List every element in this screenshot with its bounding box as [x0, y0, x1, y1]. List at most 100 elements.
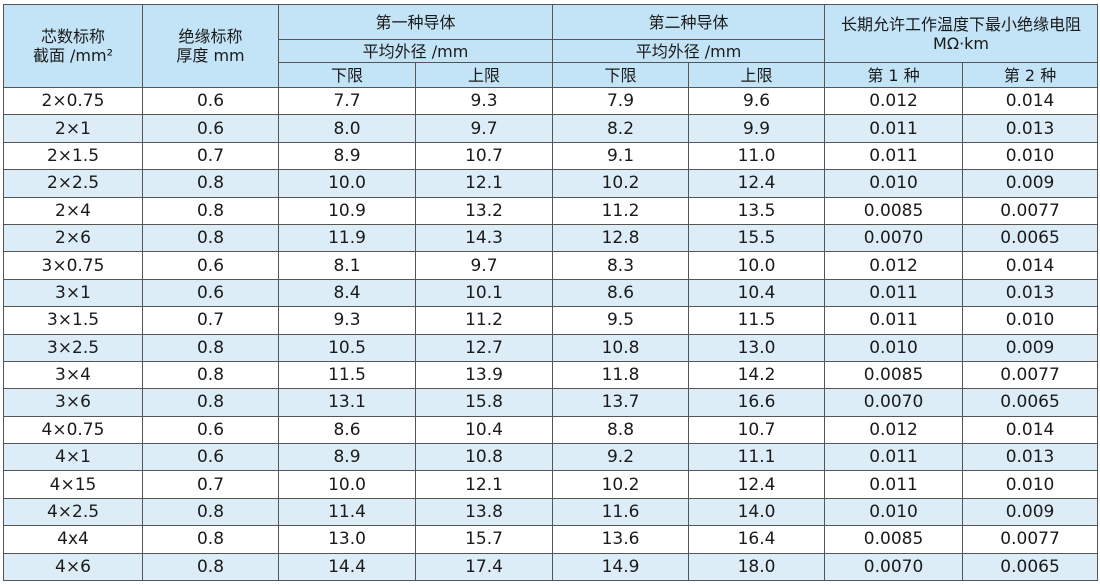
table-cell: 0.013 [962, 114, 1099, 143]
table-cell: 17.4 [414, 552, 554, 582]
table-cell: 0.6 [142, 443, 279, 472]
table-cell: 13.1 [278, 388, 416, 417]
table-cell: 0.013 [962, 278, 1099, 308]
table-cell: 2×1 [3, 114, 143, 143]
table-cell: 9.3 [278, 306, 416, 335]
table-row: 4×0.75 0.6 8.6 10.4 8.8 10.7 0.012 0.014 [3, 415, 1099, 445]
table-cell: 2×0.75 [3, 86, 143, 116]
table-cell: 11.6 [552, 497, 690, 527]
header-cell: 第 1 种 [824, 62, 964, 88]
header-cell: 下限 [552, 62, 690, 88]
table-cell: 8.9 [278, 141, 416, 171]
table-cell: 12.8 [552, 223, 690, 253]
table-cell: 0.8 [142, 525, 279, 554]
table-cell: 13.9 [414, 360, 554, 390]
table-cell: 8.2 [552, 114, 690, 143]
table-cell: 10.0 [278, 169, 416, 198]
table-row: 4×15 0.7 10.0 12.1 10.2 12.4 0.011 0.010 [3, 470, 1099, 499]
table-cell: 10.4 [414, 415, 554, 445]
table-cell: 10.2 [552, 470, 690, 499]
table-cell: 0.8 [142, 388, 279, 417]
table-cell: 8.9 [278, 443, 416, 472]
table-cell: 0.8 [142, 552, 279, 582]
table-row: 2×6 0.8 11.9 14.3 12.8 15.5 0.0070 0.0065 [3, 223, 1099, 253]
table-cell: 0.010 [962, 306, 1099, 335]
table-cell: 0.010 [824, 497, 964, 527]
table-cell: 10.9 [278, 196, 416, 225]
table-cell: 0.012 [824, 251, 964, 280]
table-cell: 3×1.5 [3, 306, 143, 335]
table-cell: 9.3 [414, 86, 554, 116]
table-cell: 4×2.5 [3, 497, 143, 527]
table-cell: 0.6 [142, 278, 279, 308]
table-cell: 10.7 [688, 415, 826, 445]
table-cell: 0.011 [824, 306, 964, 335]
table-row: 4x4 0.8 13.0 15.7 13.6 16.4 0.0085 0.0077 [3, 525, 1099, 554]
table-cell: 10.0 [278, 470, 416, 499]
table-cell: 11.5 [688, 306, 826, 335]
table-cell: 8.4 [278, 278, 416, 308]
header-cell: 第二种导体 [552, 4, 826, 40]
table-cell: 0.6 [142, 251, 279, 280]
table-cell: 0.0065 [962, 552, 1099, 582]
header-cell: 第一种导体 [277, 4, 554, 40]
table-cell: 2×1.5 [3, 141, 143, 171]
header-cell: 长期允许工作温度下最小绝缘电阻 MΩ·km [824, 4, 1099, 63]
table-cell: 8.0 [278, 114, 416, 143]
table-cell: 9.7 [414, 114, 554, 143]
table-cell: 8.1 [278, 251, 416, 280]
table-cell: 0.014 [962, 415, 1099, 445]
header-cell: 芯数标称 截面 /mm² [3, 4, 143, 88]
table-cell: 9.9 [688, 114, 826, 143]
table-cell: 3×0.75 [3, 251, 143, 280]
table-row: 4×6 0.8 14.4 17.4 14.9 18.0 0.0070 0.0065 [3, 552, 1099, 582]
table-cell: 0.0070 [824, 223, 964, 253]
table-cell: 10.8 [414, 443, 554, 472]
table-cell: 13.0 [278, 525, 416, 554]
header-text: 厚度 mm [176, 46, 245, 65]
header-text: 芯数标称 [40, 27, 105, 46]
table-cell: 0.8 [142, 223, 279, 253]
table-cell: 11.2 [552, 196, 690, 225]
table-cell: 14.0 [688, 497, 826, 527]
table-cell: 12.1 [414, 470, 554, 499]
table-cell: 7.9 [552, 86, 690, 116]
table-row: 4×1 0.6 8.9 10.8 9.2 11.1 0.011 0.013 [3, 443, 1099, 472]
table-cell: 8.3 [552, 251, 690, 280]
table-cell: 13.2 [414, 196, 554, 225]
table-row: 3×1 0.6 8.4 10.1 8.6 10.4 0.011 0.013 [3, 278, 1099, 308]
table-cell: 0.011 [824, 141, 964, 171]
table-cell: 10.4 [688, 278, 826, 308]
table-cell: 0.009 [962, 333, 1099, 362]
table-cell: 0.014 [962, 86, 1099, 116]
header-cell: 上限 [414, 62, 554, 88]
table-row: 3×0.75 0.6 8.1 9.7 8.3 10.0 0.012 0.014 [3, 251, 1099, 280]
table-cell: 12.4 [688, 169, 826, 198]
table-cell: 4×0.75 [3, 415, 143, 445]
header-cell: 平均外径 /mm [277, 39, 554, 63]
table-cell: 0.011 [824, 114, 964, 143]
table-cell: 13.6 [552, 525, 690, 554]
table-cell: 0.0065 [962, 388, 1099, 417]
table-cell: 0.014 [962, 251, 1099, 280]
table-cell: 4x4 [3, 525, 143, 554]
table-cell: 7.7 [278, 86, 416, 116]
table-cell: 10.0 [688, 251, 826, 280]
table-cell: 13.7 [552, 388, 690, 417]
table-cell: 12.1 [414, 169, 554, 198]
table-cell: 9.6 [688, 86, 826, 116]
table-cell: 15.8 [414, 388, 554, 417]
table-cell: 0.0085 [824, 196, 964, 225]
table-cell: 10.1 [414, 278, 554, 308]
header-cell: 第 2 种 [962, 62, 1099, 88]
table-cell: 16.6 [688, 388, 826, 417]
table-cell: 0.012 [824, 415, 964, 445]
table-cell: 0.010 [824, 333, 964, 362]
header-cell: 绝缘标称 厚度 mm [142, 4, 279, 88]
table-cell: 4×15 [3, 470, 143, 499]
table-cell: 0.8 [142, 196, 279, 225]
table-cell: 8.8 [552, 415, 690, 445]
table-row: 2×1 0.6 8.0 9.7 8.2 9.9 0.011 0.013 [3, 114, 1099, 143]
header-cell: 平均外径 /mm [552, 39, 826, 63]
